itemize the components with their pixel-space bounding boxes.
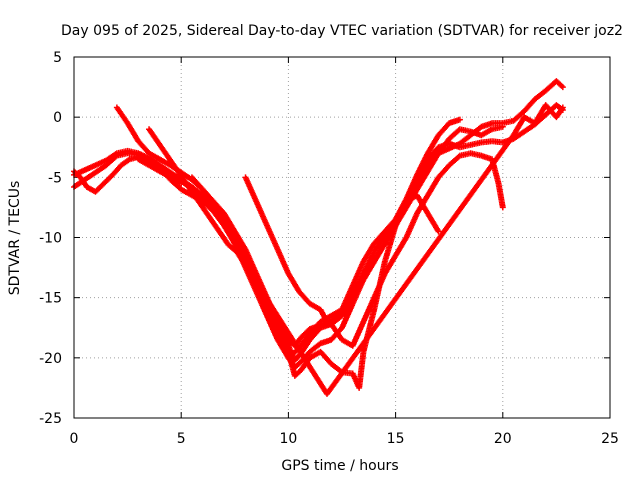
x-tick-label: 25 (601, 431, 619, 447)
x-axis-label: GPS time / hours (281, 458, 398, 474)
y-tick-label: 0 (53, 110, 62, 126)
y-tick-label: 5 (53, 50, 62, 66)
y-tick-label: -25 (39, 411, 62, 427)
y-tick-label: -20 (39, 351, 62, 367)
data-point (499, 204, 506, 211)
grid (74, 57, 610, 418)
x-tick-label: 0 (70, 431, 79, 447)
x-tick-label: 5 (177, 431, 186, 447)
data-point (178, 180, 185, 187)
data-point (456, 116, 463, 123)
y-tick-label: -5 (48, 170, 62, 186)
plot-frame (73, 56, 611, 419)
y-tick-label: -10 (39, 231, 62, 247)
chart-title: Day 095 of 2025, Sidereal Day-to-day VTE… (61, 23, 623, 39)
data-point (559, 104, 566, 111)
x-tick-label: 15 (387, 431, 405, 447)
series-5 (188, 174, 442, 391)
data-point (435, 228, 442, 235)
data-point (559, 84, 566, 91)
series-6 (242, 150, 506, 349)
data-points (71, 78, 566, 397)
y-axis-label: SDTVAR / TECUs (7, 181, 23, 296)
x-tick-label: 20 (494, 431, 512, 447)
series-8 (146, 102, 566, 397)
y-tick-label: -15 (39, 291, 62, 307)
x-tick-label: 10 (279, 431, 297, 447)
series-7 (71, 153, 185, 195)
